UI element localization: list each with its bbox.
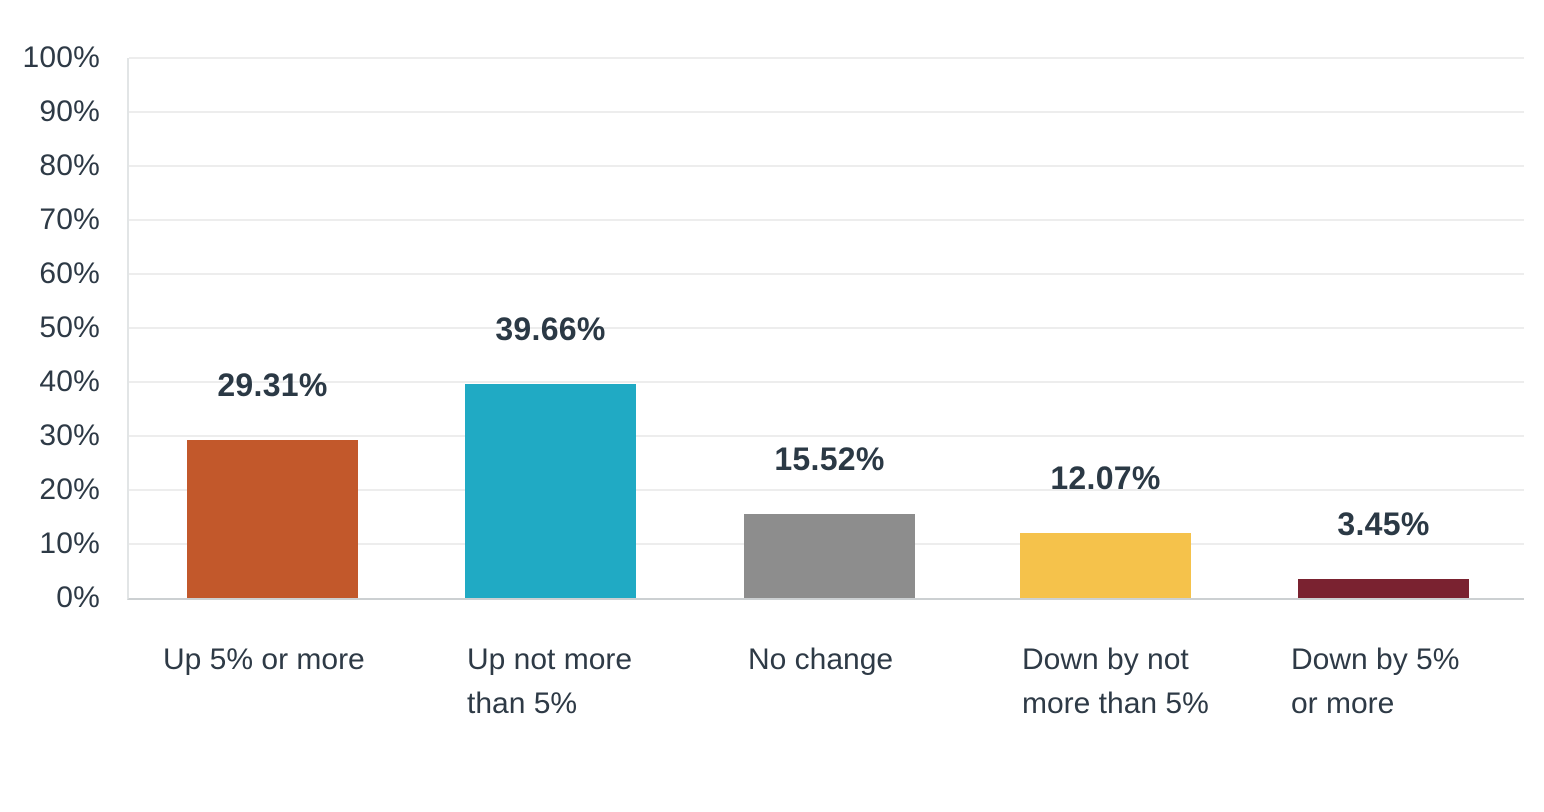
y-tick-label: 50% — [39, 311, 100, 344]
gridline — [129, 327, 1524, 329]
gridline — [129, 165, 1524, 167]
y-tick-label: 60% — [39, 257, 100, 290]
y-tick-label: 100% — [22, 41, 100, 74]
y-tick-label: 70% — [39, 203, 100, 236]
category-label: Up 5% or more — [163, 643, 365, 676]
gridline — [129, 57, 1524, 59]
y-tick-label: 20% — [39, 473, 100, 506]
bar-value-label: 12.07% — [1050, 460, 1161, 496]
bar-value-label: 39.66% — [495, 311, 606, 347]
y-tick-label: 10% — [39, 527, 100, 560]
y-tick-label: 30% — [39, 419, 100, 452]
category-label: Down by not more than 5% — [1022, 643, 1209, 720]
bar-value-label: 3.45% — [1337, 506, 1430, 542]
y-tick-label: 80% — [39, 149, 100, 182]
bar-2 — [465, 384, 636, 598]
bar-value-label: 15.52% — [774, 441, 885, 477]
gridline — [129, 489, 1524, 491]
gridline — [129, 381, 1524, 383]
gridline — [129, 219, 1524, 221]
bar-1 — [187, 440, 358, 598]
bar-4 — [1020, 533, 1191, 598]
y-tick-label: 90% — [39, 95, 100, 128]
bar-5 — [1298, 579, 1469, 598]
gridline — [129, 111, 1524, 113]
gridline — [129, 273, 1524, 275]
y-tick-label: 40% — [39, 365, 100, 398]
plot-area: 29.31% 39.66% 15.52% 12.07% 3.45% — [127, 57, 1524, 600]
gridline — [129, 435, 1524, 437]
y-axis: 100% 90% 80% 70% 60% 50% 40% 30% 20% 10% 0% — [0, 0, 100, 812]
bar-3 — [744, 514, 915, 598]
category-label: Up not more than 5% — [467, 643, 633, 720]
bar-value-label: 29.31% — [217, 367, 328, 403]
category-label: No change — [748, 643, 894, 676]
category-label: Down by 5% or more — [1291, 643, 1460, 720]
y-tick-label: 0% — [56, 581, 100, 614]
